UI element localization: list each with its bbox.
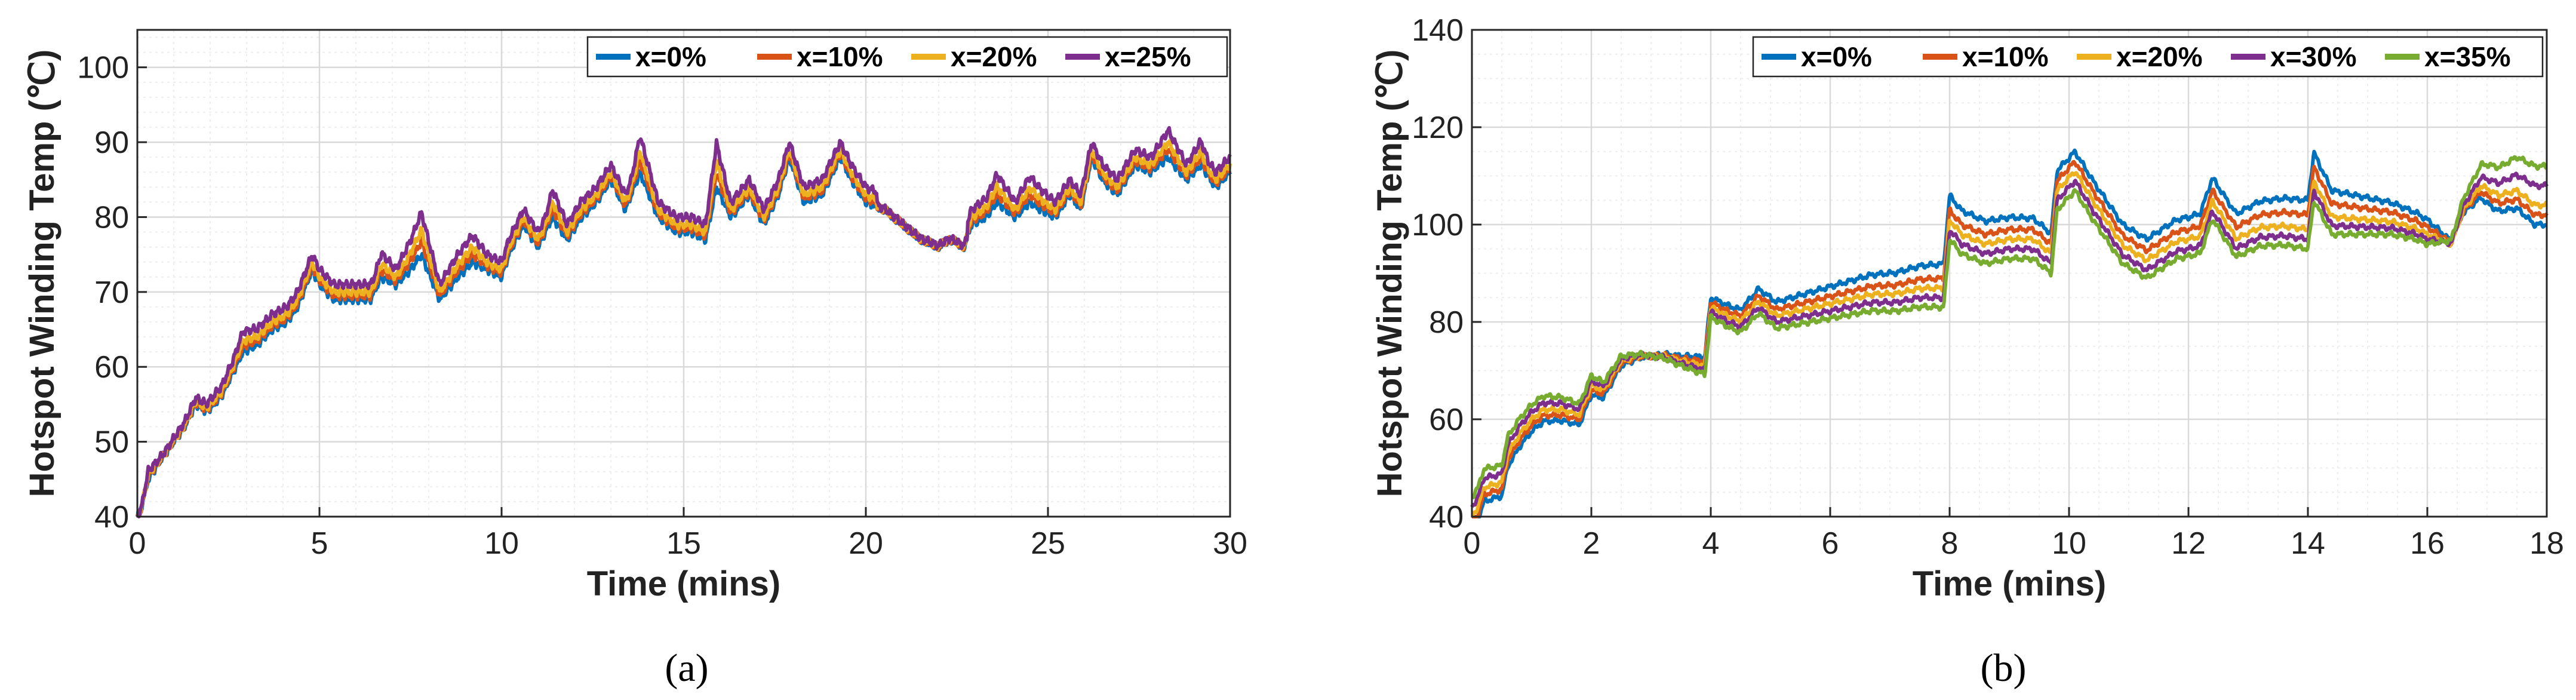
x-tick-label: 14 xyxy=(2291,526,2325,561)
legend-label-x=10%: x=10% xyxy=(1962,41,2049,72)
legend-label-x=30%: x=30% xyxy=(2270,41,2357,72)
x-tick-label: 25 xyxy=(1031,526,1065,561)
x-tick-label: 15 xyxy=(666,526,701,561)
x-tick-label: 18 xyxy=(2529,526,2564,561)
y-tick-label: 100 xyxy=(1412,208,1464,242)
chart-panel-a: 0 5 10 15 20 25 30 40 50 60 70 80 90 100 Time (mins) Ho… xyxy=(23,29,1247,603)
x-tick-label: 30 xyxy=(1213,526,1247,561)
y-tick-label: 90 xyxy=(94,125,129,160)
x-tick-label: 10 xyxy=(484,526,519,561)
x-tick-label: 0 xyxy=(1464,526,1481,561)
x-tick-label: 20 xyxy=(849,526,883,561)
y-tick-label: 40 xyxy=(1429,500,1464,535)
x-tick-label: 6 xyxy=(1822,526,1839,561)
y-axis-title: Hotspot Winding Temp (℃) xyxy=(23,50,62,498)
panel-label-b: (b) xyxy=(1981,646,2027,690)
y-axis-title: Hotspot Winding Temp (℃) xyxy=(1370,50,1409,498)
series-line-x=35% xyxy=(1471,155,2548,499)
axes-frame xyxy=(1471,29,2548,518)
y-tick-label: 50 xyxy=(94,425,129,460)
legend-label-x=35%: x=35% xyxy=(2424,41,2511,72)
y-tick-label: 80 xyxy=(94,200,129,235)
chart-panel-b: 0 2 4 6 8 10 12 14 16 18 40 60 80 100 120 140 Time (mins… xyxy=(1370,13,2564,603)
y-tick-label: 40 xyxy=(94,500,129,535)
x-tick-label: 8 xyxy=(1941,526,1959,561)
x-tick-label: 12 xyxy=(2171,526,2206,561)
x-tick-label: 16 xyxy=(2410,526,2445,561)
legend-label-x=20%: x=20% xyxy=(951,41,1037,72)
series-line-x=20% xyxy=(136,139,1232,517)
y-tick-label: 120 xyxy=(1412,110,1464,145)
x-tick-label: 2 xyxy=(1583,526,1600,561)
x-axis-title: Time (mins) xyxy=(587,564,780,603)
y-tick-label: 70 xyxy=(94,275,129,310)
legend-label-x=25%: x=25% xyxy=(1105,41,1191,72)
legend-label-x=10%: x=10% xyxy=(797,41,883,72)
y-tick-label: 100 xyxy=(77,51,129,85)
legend-label-x=0%: x=0% xyxy=(635,41,706,72)
legend-label-x=0%: x=0% xyxy=(1801,41,1872,72)
y-tick-label: 60 xyxy=(1429,403,1464,437)
x-tick-label: 5 xyxy=(311,526,328,561)
x-tick-label: 0 xyxy=(129,526,146,561)
x-tick-label: 4 xyxy=(1702,526,1720,561)
legend-box xyxy=(586,36,1228,78)
panel-label-a: (a) xyxy=(665,646,708,690)
x-axis-title: Time (mins) xyxy=(1913,564,2106,603)
x-tick-label: 10 xyxy=(2052,526,2086,561)
legend-label-x=20%: x=20% xyxy=(2116,41,2203,72)
y-tick-label: 60 xyxy=(94,350,129,385)
series-line-x=25% xyxy=(136,126,1232,518)
y-tick-label: 140 xyxy=(1412,13,1464,48)
y-tick-label: 80 xyxy=(1429,305,1464,340)
